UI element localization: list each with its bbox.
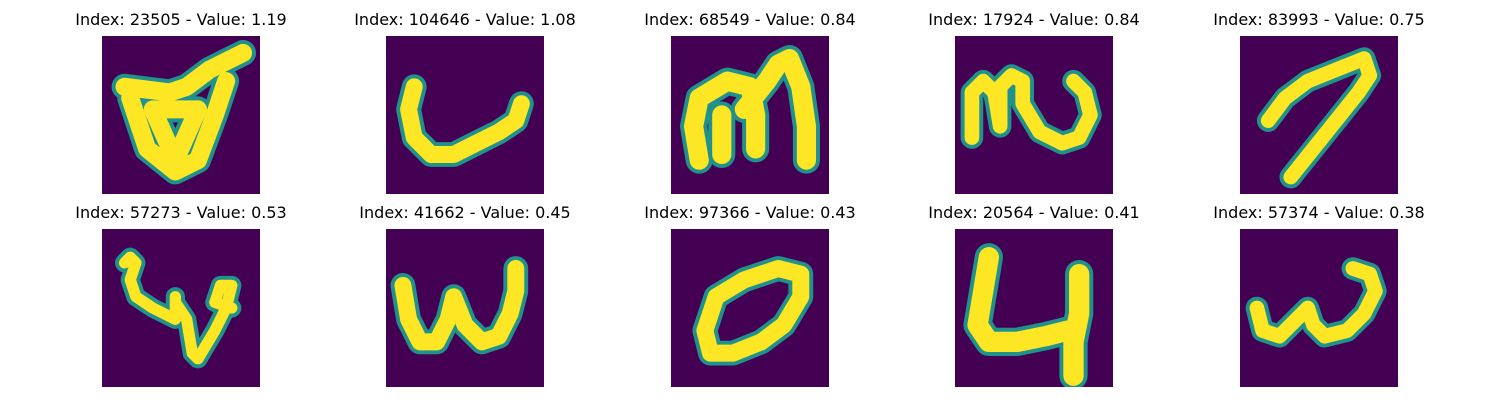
panel-title: Index: 23505 - Value: 1.19 bbox=[75, 10, 287, 29]
panel-title: Index: 17924 - Value: 0.84 bbox=[928, 10, 1140, 29]
grid-panel: Index: 20564 - Value: 0.41 bbox=[914, 203, 1154, 393]
digit-image bbox=[102, 229, 260, 387]
grid-panel: Index: 57374 - Value: 0.38 bbox=[1199, 203, 1439, 393]
panel-title: Index: 57374 - Value: 0.38 bbox=[1213, 203, 1425, 222]
digit-image bbox=[1240, 229, 1398, 387]
digit-image bbox=[671, 229, 829, 387]
grid-panel: Index: 83993 - Value: 0.75 bbox=[1199, 10, 1439, 200]
digit-image bbox=[386, 36, 544, 194]
grid-panel: Index: 68549 - Value: 0.84 bbox=[630, 10, 870, 200]
panel-title: Index: 97366 - Value: 0.43 bbox=[644, 203, 856, 222]
grid-panel: Index: 97366 - Value: 0.43 bbox=[630, 203, 870, 393]
panel-title: Index: 57273 - Value: 0.53 bbox=[75, 203, 287, 222]
panel-title: Index: 41662 - Value: 0.45 bbox=[359, 203, 571, 222]
panel-title: Index: 68549 - Value: 0.84 bbox=[644, 10, 856, 29]
digit-image bbox=[386, 229, 544, 387]
grid-panel: Index: 23505 - Value: 1.19 bbox=[61, 10, 301, 200]
grid-panel: Index: 104646 - Value: 1.08 bbox=[345, 10, 585, 200]
digit-image bbox=[955, 36, 1113, 194]
digit-image bbox=[102, 36, 260, 194]
panel-title: Index: 20564 - Value: 0.41 bbox=[928, 203, 1140, 222]
grid-panel: Index: 57273 - Value: 0.53 bbox=[61, 203, 301, 393]
digit-image bbox=[955, 229, 1113, 387]
digit-image bbox=[671, 36, 829, 194]
digit-image bbox=[1240, 36, 1398, 194]
panel-title: Index: 83993 - Value: 0.75 bbox=[1213, 10, 1425, 29]
grid-panel: Index: 41662 - Value: 0.45 bbox=[345, 203, 585, 393]
grid-panel: Index: 17924 - Value: 0.84 bbox=[914, 10, 1154, 200]
panel-title: Index: 104646 - Value: 1.08 bbox=[354, 10, 576, 29]
